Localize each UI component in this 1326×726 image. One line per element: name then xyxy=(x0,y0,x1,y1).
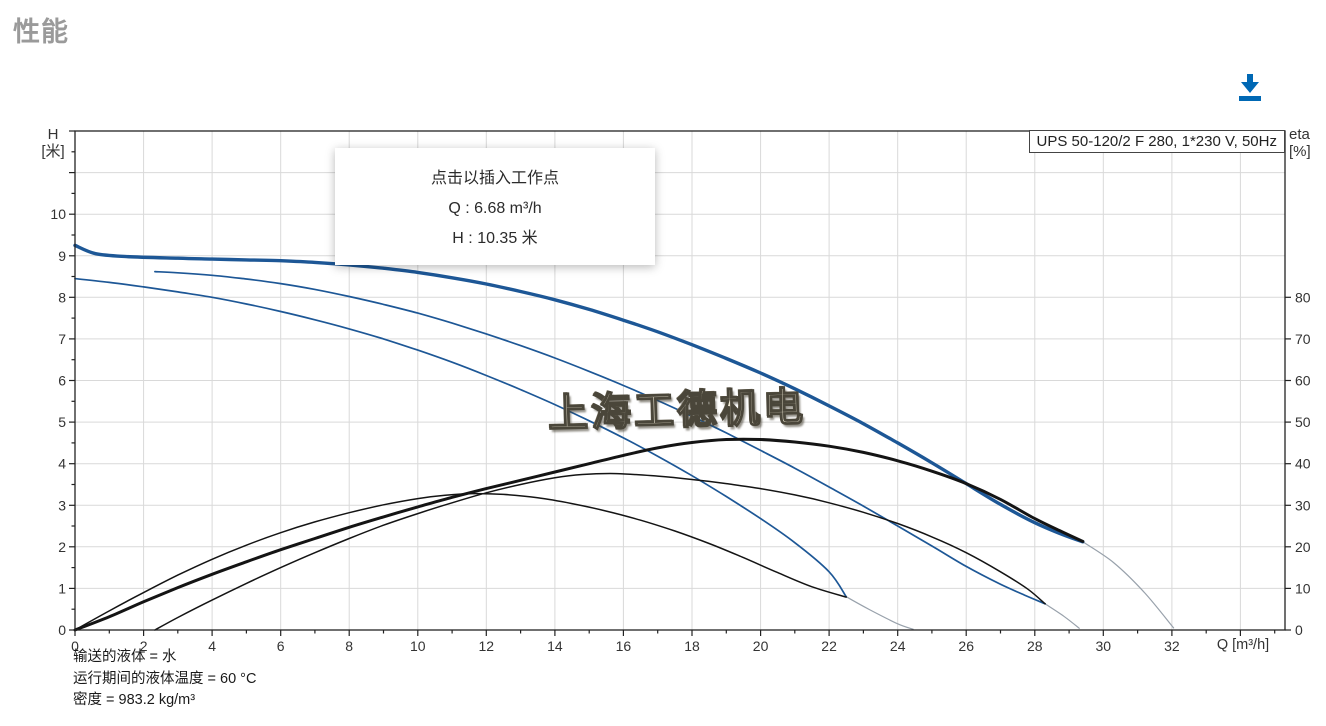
left-tick-label: 3 xyxy=(58,497,66,513)
x-tick-label: 8 xyxy=(345,638,353,654)
left-tick-label: 2 xyxy=(58,539,66,555)
tooltip-hint: 点击以插入工作点 xyxy=(430,170,559,187)
left-tick-label: 10 xyxy=(50,206,66,222)
right-axis-title: eta [%] xyxy=(1289,126,1311,160)
x-tick-label: 30 xyxy=(1096,638,1112,654)
page-title: 性能 xyxy=(13,17,69,47)
x-tick-label: 22 xyxy=(821,638,837,654)
x-tick-label: 2 xyxy=(140,638,148,654)
liquid-info: 输送的液体 = 水 运行期间的液体温度 = 60 °C 密度 = 983.2 k… xyxy=(73,647,256,712)
x-tick-label: 10 xyxy=(410,638,426,654)
left-axis-title: H [米] xyxy=(41,126,65,160)
liquid-density-line: 密度 = 983.2 kg/m³ xyxy=(73,692,196,708)
x-tick-label: 14 xyxy=(547,638,563,654)
curve-speed3-eta xyxy=(73,437,1085,632)
x-tick-label: 24 xyxy=(890,638,906,654)
curve-speed3-head[interactable] xyxy=(73,243,1085,544)
left-tick-label: 6 xyxy=(58,373,66,389)
x-tick-label: 26 xyxy=(958,638,974,654)
right-tick-label: 0 xyxy=(1295,622,1303,638)
x-axis-title: Q [m³/h] xyxy=(1216,637,1270,653)
x-tick-label: 0 xyxy=(71,638,79,654)
plot-border xyxy=(74,130,1286,631)
right-tick-label: 50 xyxy=(1295,414,1311,430)
x-tick-label: 32 xyxy=(1164,638,1180,654)
right-tick-label: 70 xyxy=(1295,331,1311,347)
x-tick-label: 4 xyxy=(208,638,216,654)
right-tick-label: 40 xyxy=(1295,456,1311,472)
left-tick-label: 7 xyxy=(58,331,66,347)
x-tick-label: 28 xyxy=(1027,638,1043,654)
right-tick-label: 10 xyxy=(1295,580,1311,596)
left-tick-label: 4 xyxy=(58,456,66,472)
right-tick-label: 80 xyxy=(1295,289,1311,305)
x-tick-label: 6 xyxy=(277,638,285,654)
curve-speed2-head-extension xyxy=(1044,603,1080,629)
curve-speed1-head-extension xyxy=(845,596,914,630)
right-tick-label: 20 xyxy=(1295,539,1311,555)
x-tick-label: 16 xyxy=(616,638,632,654)
tooltip-head-value: H : 10.35 米 xyxy=(452,230,538,247)
left-tick-label: 5 xyxy=(58,414,66,430)
curve-speed1-eta xyxy=(74,492,847,631)
tooltip-flow-value: Q : 6.68 m³/h xyxy=(448,200,542,217)
duty-point-tooltip: 点击以插入工作点 Q : 6.68 m³/h H : 10.35 米 xyxy=(335,148,655,265)
left-tick-label: 1 xyxy=(58,580,66,596)
x-tick-label: 18 xyxy=(684,638,700,654)
curve-speed2-eta xyxy=(154,472,1046,631)
download-icon xyxy=(1239,73,1261,101)
left-tick-label: 9 xyxy=(58,248,66,264)
watermark: 上海工德机电 xyxy=(547,385,808,437)
right-tick-label: 30 xyxy=(1295,497,1311,513)
curve-speed3-head-extension xyxy=(1082,541,1175,629)
right-tick-label: 60 xyxy=(1295,373,1311,389)
download-button[interactable] xyxy=(1233,72,1267,108)
x-tick-label: 12 xyxy=(479,638,495,654)
curve-speed2-head[interactable] xyxy=(154,270,1046,605)
x-tick-label: 20 xyxy=(753,638,769,654)
pump-model-label: UPS 50-120/2 F 280, 1*230 V, 50Hz xyxy=(1028,130,1285,153)
liquid-type-line: 输送的液体 = 水 xyxy=(73,649,177,665)
liquid-temperature-line: 运行期间的液体温度 = 60 °C xyxy=(73,670,257,687)
curve-speed1-head[interactable] xyxy=(74,277,848,598)
left-tick-label: 0 xyxy=(58,622,66,638)
left-tick-label: 8 xyxy=(58,289,66,305)
